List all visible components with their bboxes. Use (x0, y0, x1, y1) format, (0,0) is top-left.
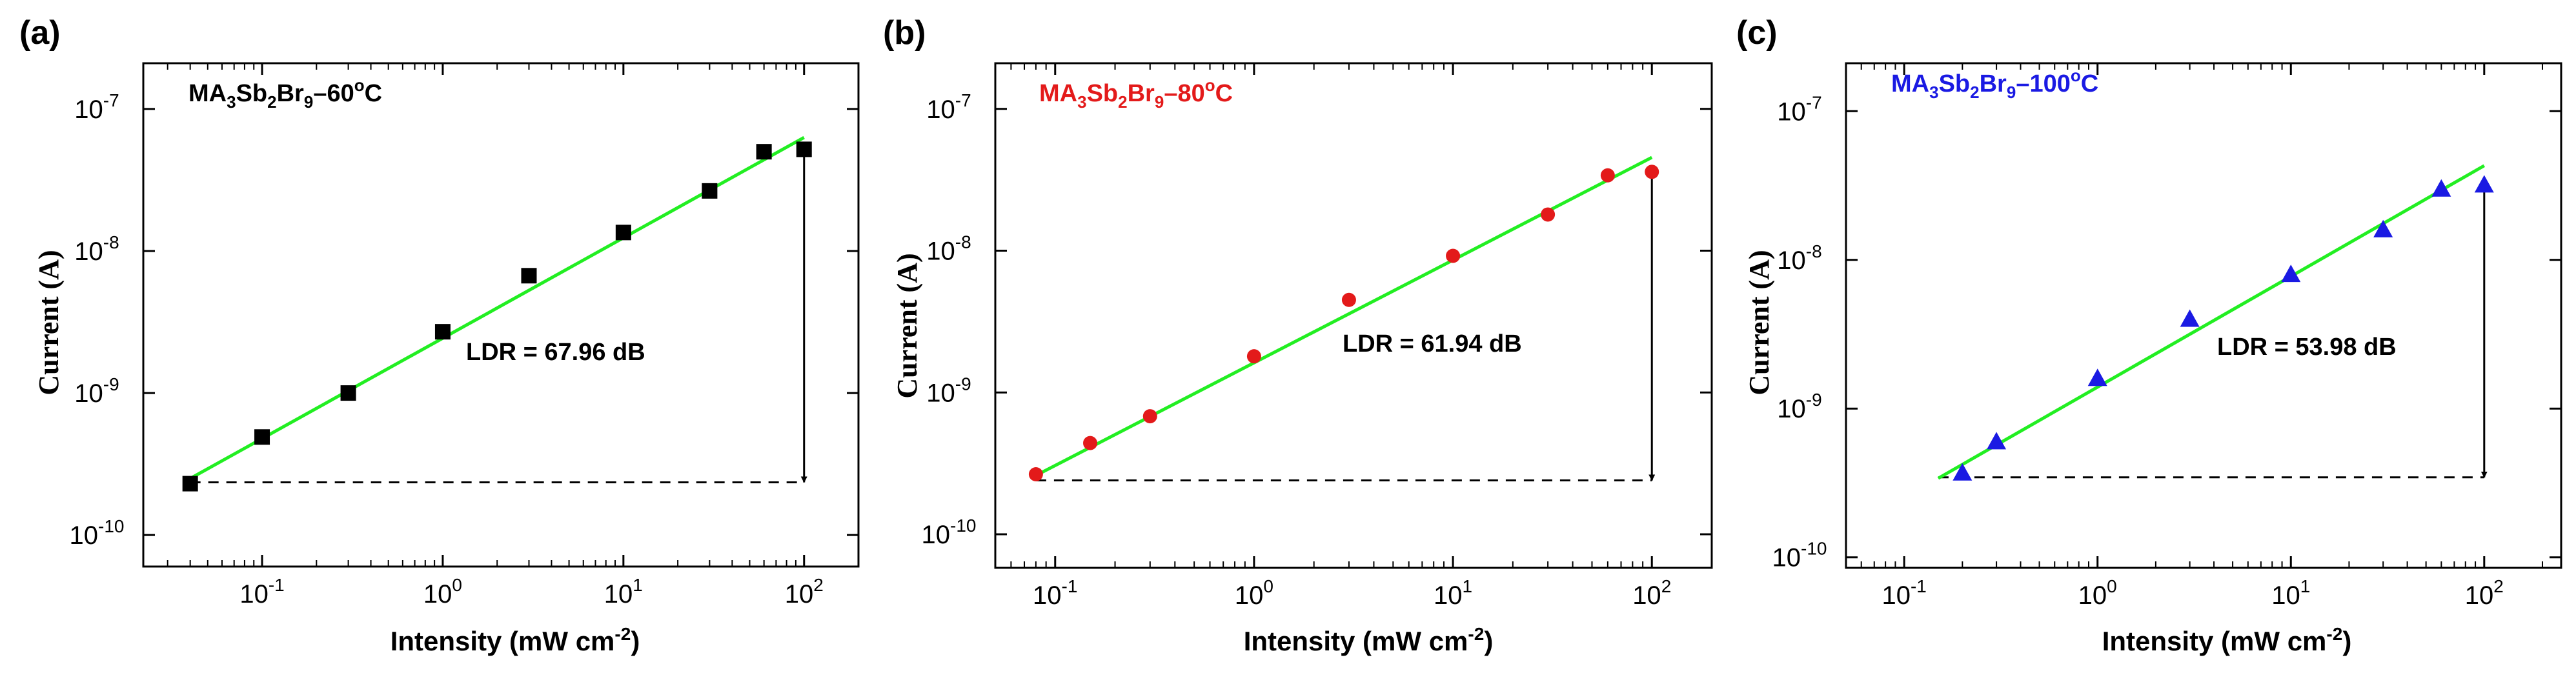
panel-c: (c) 10-1 100 101 102 10-10 10-9 10-8 10-7 MA3Sb… (1736, 14, 2562, 656)
data-point-a (521, 268, 537, 284)
data-point-c (2180, 309, 2200, 327)
plot-area-c: 10-1 100 101 102 10-10 10-9 10-8 10-7 (1772, 62, 2562, 610)
plot-area-a: 10-1 100 101 102 10-10 10-9 10-8 10-7 (70, 62, 860, 608)
y-axis-title-a: Current (A) (33, 250, 65, 395)
data-point-b (1246, 349, 1261, 364)
data-point-c (1952, 463, 1973, 481)
x-tick-label-b: 102 (1632, 576, 1671, 610)
x-tick-label-a: 10-1 (239, 575, 284, 608)
data-point-a (615, 225, 631, 241)
sample-label-a: MA3Sb2Br9–60oC (188, 75, 382, 112)
fit-line-c (1937, 164, 2486, 480)
panel-a: (a) 10-1 100 101 102 10-10 10-9 10-8 10-7 MA3Sb… (19, 14, 860, 656)
y-tick-label-b: 10-8 (926, 232, 971, 266)
data-point-a (796, 141, 812, 157)
axes-frame-c (1845, 62, 2562, 569)
data-point-c (2373, 219, 2393, 237)
y-tick-label-a: 10-8 (74, 232, 119, 266)
axes-frame-b (994, 62, 1713, 569)
x-axis-title-a: Intensity (mW cm-2) (390, 624, 640, 656)
data-point-c (2474, 175, 2494, 193)
x-tick-label-a: 102 (785, 575, 824, 608)
panel-b: (b) 10-1 100 101 102 10-10 10-9 10-8 10-7 MA3Sb… (883, 14, 1713, 656)
data-point-a (756, 144, 772, 160)
y-tick-label-a: 10-9 (74, 374, 119, 408)
ldr-annotation-a: LDR = 67.96 dB (466, 339, 645, 366)
x-axis-title-b: Intensity (mW cm-2) (1244, 624, 1494, 656)
fit-line-b (1035, 156, 1653, 477)
sample-label-c: MA3Sb2Br9–100oC (1891, 66, 2098, 102)
sample-label-b: MA3Sb2Br9–80oC (1039, 75, 1233, 112)
x-tick-label-a: 100 (423, 575, 462, 608)
data-point-a (254, 429, 270, 445)
x-tick-label-c: 102 (2465, 576, 2504, 610)
data-point-c (2431, 179, 2451, 197)
y-tick-label-a: 10-7 (74, 90, 119, 124)
data-point-b (1600, 168, 1615, 183)
data-point-b (1341, 292, 1356, 307)
x-axis-title-c: Intensity (mW cm-2) (2102, 624, 2352, 656)
x-tick-label-c: 100 (2078, 576, 2117, 610)
x-tick-label-b: 100 (1235, 576, 1273, 610)
axes-frame-a (142, 62, 860, 568)
y-tick-label-b: 10-9 (926, 374, 971, 407)
x-tick-label-b: 10-1 (1033, 576, 1077, 610)
ldr-annotation-c: LDR = 53.98 dB (2217, 334, 2397, 361)
y-tick-label-a: 10-10 (70, 516, 125, 550)
y-tick-label-c: 10-8 (1777, 241, 1821, 275)
data-point-b (1541, 207, 1556, 222)
plot-area-b: 10-1 100 101 102 10-10 10-9 10-8 10-7 (922, 62, 1713, 610)
x-tick-label-c: 101 (2271, 576, 2310, 610)
data-point-b (1645, 165, 1659, 179)
data-point-b (1446, 248, 1461, 263)
y-tick-label-b: 10-10 (922, 516, 977, 549)
ldr-annotation-b: LDR = 61.94 dB (1343, 330, 1522, 357)
y-axis-title-c: Current (A) (1743, 250, 1775, 395)
data-point-a (340, 385, 356, 401)
x-tick-label-c: 10-1 (1881, 576, 1926, 610)
data-point-b (1142, 409, 1157, 424)
x-tick-label-a: 101 (604, 575, 643, 608)
y-tick-label-c: 10-10 (1772, 539, 1827, 572)
data-point-c (1987, 432, 2007, 450)
data-point-a (182, 476, 198, 492)
fit-line-a (189, 136, 805, 480)
data-point-b (1083, 436, 1098, 450)
data-point-b (1028, 467, 1043, 482)
y-axis-title-b: Current (A) (891, 253, 923, 398)
y-tick-label-c: 10-7 (1777, 92, 1821, 126)
panel-label-b: (b) (883, 14, 926, 52)
x-tick-label-b: 101 (1434, 576, 1472, 610)
data-point-c (2087, 368, 2107, 387)
y-tick-label-c: 10-9 (1777, 390, 1821, 423)
y-tick-label-b: 10-7 (926, 90, 971, 124)
panel-label-c: (c) (1736, 14, 1778, 52)
data-point-a (434, 324, 451, 340)
data-point-a (702, 183, 718, 199)
panel-label-a: (a) (19, 14, 61, 52)
data-point-c (2281, 265, 2301, 283)
